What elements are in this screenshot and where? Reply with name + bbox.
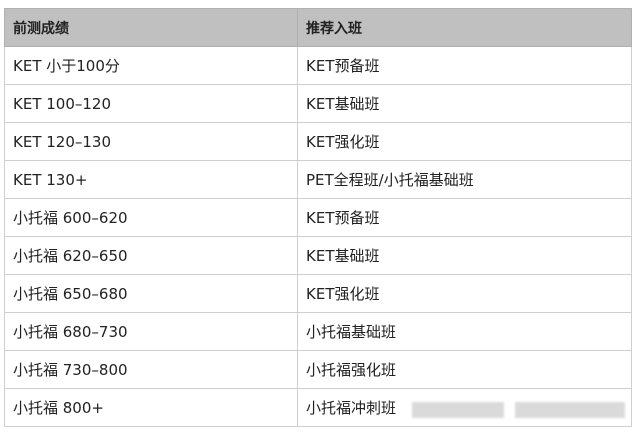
cell-recommended-class: KET基础班 — [297, 84, 632, 123]
cell-pretest-score: KET 130+ — [4, 160, 298, 199]
cell-recommended-class: KET预备班 — [297, 198, 632, 237]
cell-recommended-class: KET强化班 — [297, 274, 632, 313]
table-row: KET 130+ PET全程班/小托福基础班 — [4, 160, 632, 199]
table-header-row: 前测成绩 推荐入班 — [4, 8, 632, 47]
cell-pretest-score: 小托福 650–680 — [4, 274, 298, 313]
cell-pretest-score: 小托福 680–730 — [4, 312, 298, 351]
header-recommended-class: 推荐入班 — [297, 8, 632, 47]
cell-pretest-score: KET 100–120 — [4, 84, 298, 123]
table-row: KET 100–120 KET基础班 — [4, 84, 632, 123]
table-row: KET 小于100分 KET预备班 — [4, 46, 632, 85]
cell-recommended-class: PET全程班/小托福基础班 — [297, 160, 632, 199]
cell-recommended-class: 小托福基础班 — [297, 312, 632, 351]
table-row: 小托福 600–620 KET预备班 — [4, 198, 632, 237]
table-row: KET 120–130 KET强化班 — [4, 122, 632, 161]
table-row: 小托福 730–800 小托福强化班 — [4, 350, 632, 389]
cell-pretest-score: 小托福 730–800 — [4, 350, 298, 389]
cell-pretest-score: KET 120–130 — [4, 122, 298, 161]
cell-recommended-class: KET预备班 — [297, 46, 632, 85]
table-row: 小托福 650–680 KET强化班 — [4, 274, 632, 313]
cell-pretest-score: 小托福 620–650 — [4, 236, 298, 275]
table-row: 小托福 680–730 小托福基础班 — [4, 312, 632, 351]
cell-pretest-score: KET 小于100分 — [4, 46, 298, 85]
table-row: 小托福 620–650 KET基础班 — [4, 236, 632, 275]
placement-table: 前测成绩 推荐入班 KET 小于100分 KET预备班 KET 100–120 KET… — [4, 8, 632, 427]
header-pretest-score: 前测成绩 — [4, 8, 298, 47]
cell-recommended-class: 小托福强化班 — [297, 350, 632, 389]
cell-recommended-class: KET基础班 — [297, 236, 632, 275]
cell-recommended-class: KET强化班 — [297, 122, 632, 161]
cell-pretest-score: 小托福 600–620 — [4, 198, 298, 237]
cell-pretest-score: 小托福 800+ — [4, 388, 298, 427]
